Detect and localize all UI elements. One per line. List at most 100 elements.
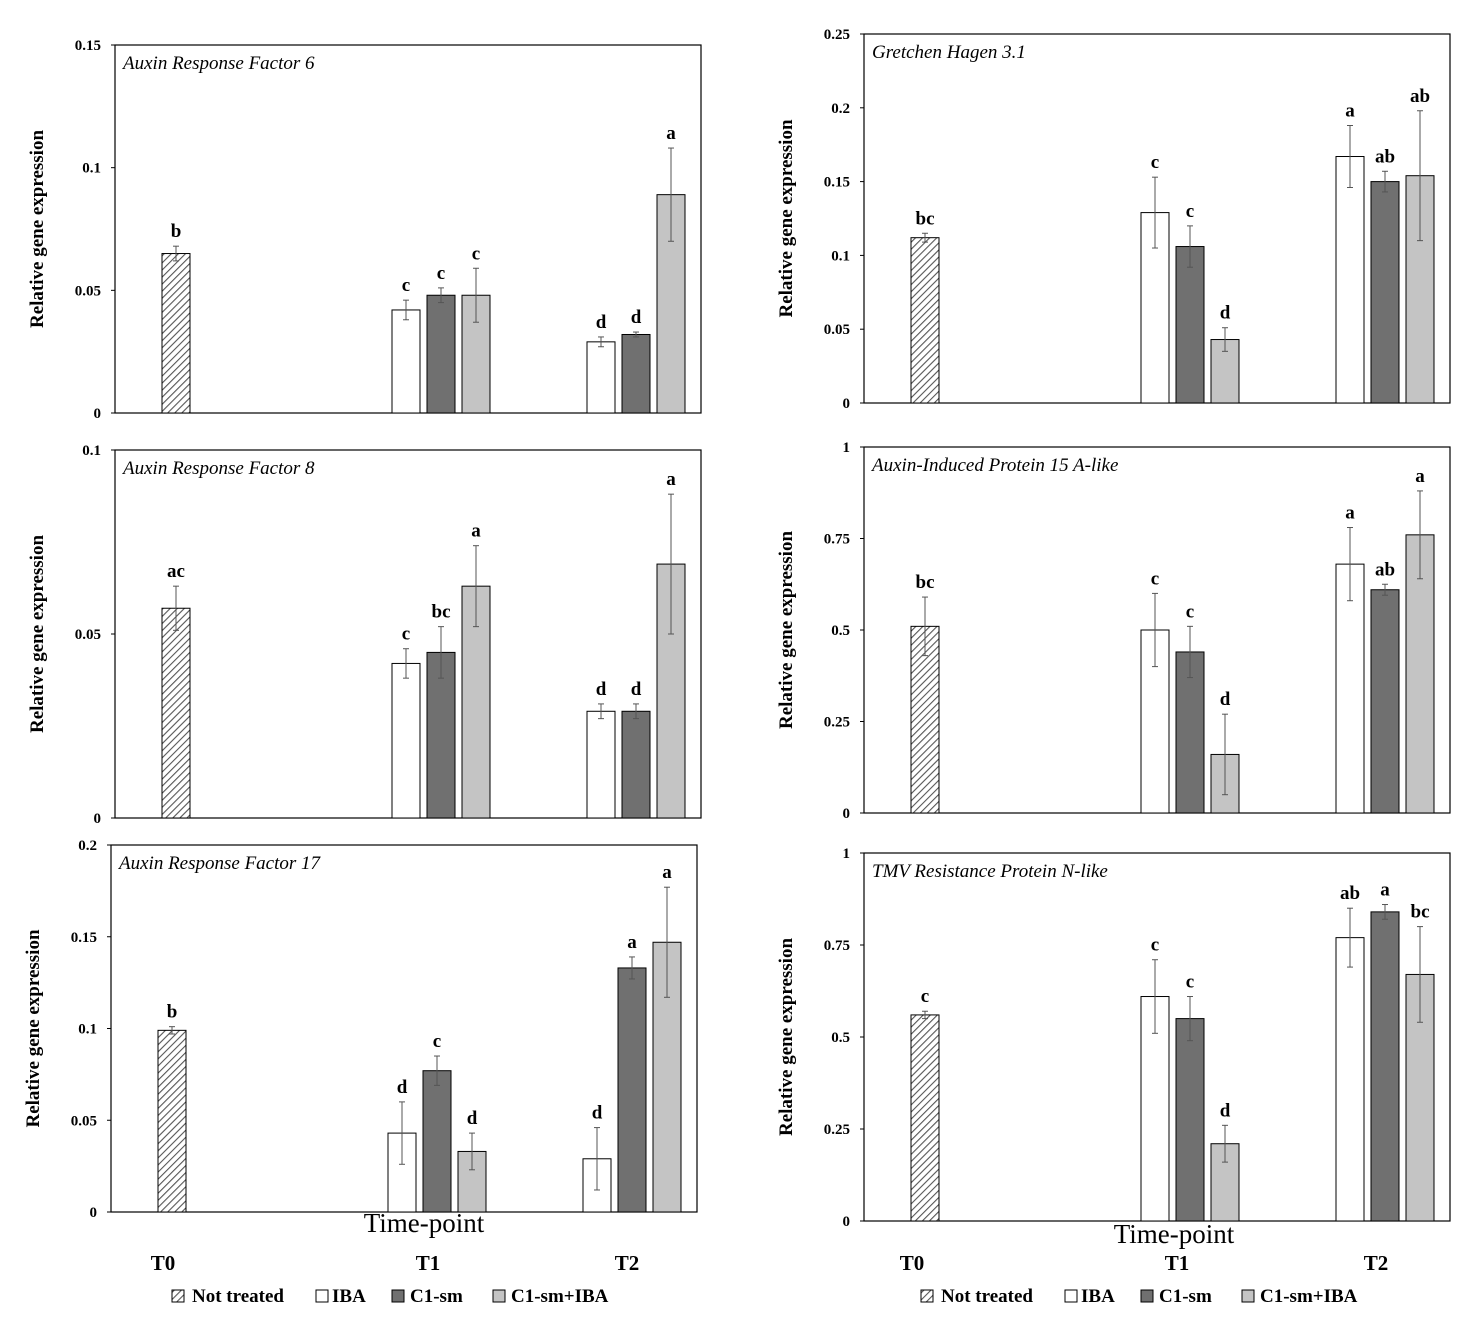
legend-label-c1sm: C1-sm (1159, 1286, 1212, 1307)
bar (910, 237, 940, 404)
legend-swatch-c1sm-iba (492, 1289, 506, 1303)
bar (1335, 563, 1365, 814)
significance-letter: c (1186, 601, 1194, 622)
significance-letter: c (1151, 152, 1159, 173)
significance-letter: d (397, 1077, 408, 1098)
legend-swatch-iba (1064, 1289, 1078, 1303)
y-tick-label: 0.5 (831, 623, 850, 639)
bar (586, 341, 616, 414)
y-tick-label: 0.1 (82, 443, 101, 459)
significance-letter: d (592, 1103, 603, 1124)
bar (910, 1014, 940, 1222)
timepoint-label-left-t0: T0 (151, 1251, 176, 1275)
legend-label-c1sm-iba: C1-sm+IBA (511, 1286, 609, 1307)
y-tick-label: 1 (843, 440, 851, 456)
significance-letter: b (171, 221, 182, 242)
y-tick-label: 0 (843, 1214, 851, 1230)
y-tick-label: 1 (843, 846, 851, 862)
significance-letter: ab (1375, 559, 1395, 580)
y-axis-label: Relative gene expression (23, 929, 44, 1127)
bar (586, 710, 616, 819)
timepoint-label-right-t0: T0 (900, 1251, 925, 1275)
significance-letter: a (662, 862, 672, 883)
y-tick-label: 0.2 (831, 101, 850, 117)
significance-letter: c (402, 624, 410, 645)
y-tick-label: 0.25 (824, 1122, 850, 1138)
legend-label-c1sm-iba: C1-sm+IBA (1260, 1286, 1358, 1307)
bar (1175, 1018, 1205, 1222)
legend-label-iba: IBA (332, 1286, 366, 1307)
significance-letter: a (666, 469, 676, 490)
bar (617, 967, 647, 1213)
significance-letter: c (1151, 568, 1159, 589)
significance-letter: c (1186, 201, 1194, 222)
legend-swatch-c1sm (391, 1289, 405, 1303)
timepoint-label-right-t1: T1 (1165, 1251, 1190, 1275)
chart-panel: 0 0.25 0.5 0.75 1 Relative gene expression TMV… (776, 846, 1451, 1230)
significance-letter: c (402, 275, 410, 296)
y-tick-label: 0 (843, 806, 851, 822)
significance-letter: a (627, 932, 637, 953)
timepoint-label-left-t2: T2 (615, 1251, 640, 1275)
panel-title: Auxin Response Factor 8 (121, 458, 315, 479)
y-tick-label: 0.75 (824, 532, 850, 548)
bar (621, 710, 651, 819)
chart-panel: 0 0.05 0.1 0.15 0.2 0.25 Relative gene express… (776, 27, 1451, 412)
significance-letter: bc (916, 208, 935, 229)
y-axis-label: Relative gene expression (776, 938, 797, 1136)
y-tick-label: 0 (90, 1205, 98, 1221)
panel-title: Auxin-Induced Protein 15 A-like (870, 455, 1118, 476)
chart-panels: 0 0.05 0.1 0.15 Relative gene expression Auxi… (23, 27, 1451, 1230)
bar (1370, 911, 1400, 1222)
y-tick-label: 0.25 (824, 27, 850, 43)
y-tick-label: 0.1 (82, 161, 101, 177)
y-tick-label: 0.1 (78, 1022, 97, 1038)
significance-letter: d (1220, 303, 1231, 324)
significance-letter: ab (1375, 146, 1395, 167)
panel-title: TMV Resistance Protein N-like (872, 861, 1108, 882)
legend-label-not-treated: Not treated (941, 1286, 1033, 1307)
y-tick-label: 0 (94, 406, 102, 422)
significance-letter: a (471, 521, 481, 542)
timepoint-label-right-t2: T2 (1364, 1251, 1389, 1275)
bar (910, 625, 940, 814)
significance-letter: c (1151, 935, 1159, 956)
legend-swatch-iba (315, 1289, 329, 1303)
significance-letter: d (596, 679, 607, 700)
legend-label-iba: IBA (1081, 1286, 1115, 1307)
panel-title: Gretchen Hagen 3.1 (872, 42, 1026, 63)
legend-swatch-not-treated (920, 1289, 934, 1303)
bar (1175, 246, 1205, 404)
y-axis-label: Relative gene expression (776, 531, 797, 729)
y-axis-label: Relative gene expression (27, 130, 48, 328)
legend-right: Not treated IBA C1-sm C1-sm+IBA (920, 1286, 1358, 1307)
bar (422, 1070, 452, 1213)
bar (161, 607, 191, 819)
significance-letter: a (1345, 503, 1355, 524)
chart-panel: 0 0.25 0.5 0.75 1 Relative gene expression Aux… (776, 440, 1451, 822)
y-tick-label: 0.05 (824, 322, 850, 338)
y-axis-label: Relative gene expression (776, 119, 797, 317)
y-tick-label: 0.2 (78, 838, 97, 854)
y-tick-label: 0.05 (75, 627, 101, 643)
legend-swatch-c1sm (1140, 1289, 1154, 1303)
bar (1175, 651, 1205, 814)
significance-letter: a (1415, 466, 1425, 487)
y-tick-label: 0.75 (824, 938, 850, 954)
x-axis-title-right: Time-point (1114, 1219, 1235, 1249)
y-axis-label: Relative gene expression (27, 535, 48, 733)
significance-letter: d (1220, 689, 1231, 710)
y-tick-label: 0.1 (831, 248, 850, 264)
significance-letter: bc (432, 602, 451, 623)
x-axis-title-left: Time-point (364, 1208, 485, 1238)
y-tick-label: 0.15 (824, 175, 850, 191)
significance-letter: a (1345, 101, 1355, 122)
bar (1335, 156, 1365, 404)
bar (391, 309, 421, 414)
significance-letter: d (631, 307, 642, 328)
significance-letter: ac (167, 561, 185, 582)
significance-letter: bc (1411, 902, 1430, 923)
bar (161, 253, 191, 414)
bar (1140, 996, 1170, 1222)
timepoint-label-left-t1: T1 (416, 1251, 441, 1275)
